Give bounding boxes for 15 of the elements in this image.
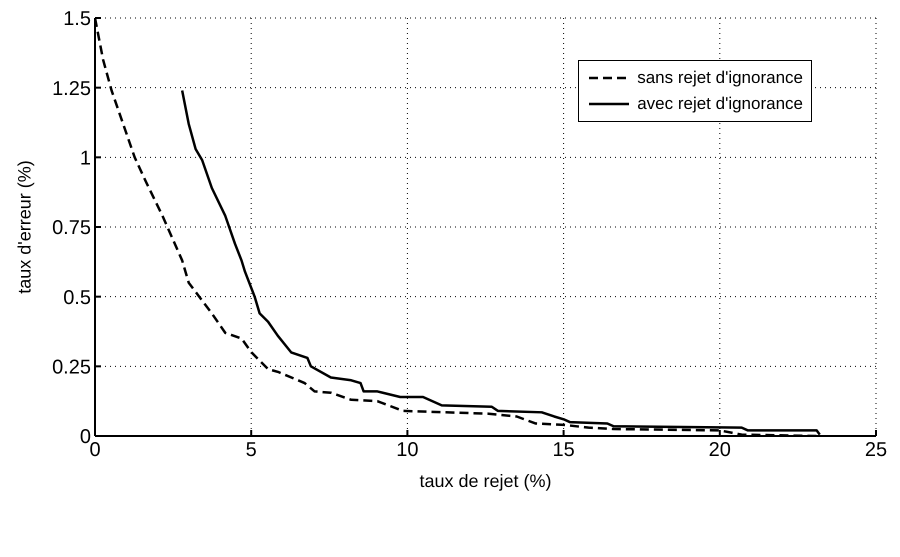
y-tick-label: 0.5 <box>63 286 91 309</box>
y-tick-label: 1 <box>80 147 91 170</box>
x-tick-label: 20 <box>708 439 731 462</box>
y-tick-label: 1.25 <box>52 78 91 100</box>
x-axis-title: taux de rejet (%) <box>419 471 552 491</box>
x-tick-label: 5 <box>246 439 257 462</box>
x-tick-label: 15 <box>552 439 575 462</box>
legend-label: sans rejet d'ignorance <box>637 68 803 88</box>
y-axis-title: taux d'erreur (%) <box>14 160 34 294</box>
y-tick-label: 1.5 <box>63 8 91 30</box>
y-tick-label: 0.25 <box>52 356 91 378</box>
x-tick-label: 25 <box>864 439 888 462</box>
x-tick-label: 10 <box>396 439 419 462</box>
legend-label: avec rejet d'ignorance <box>637 94 803 114</box>
y-tick-label: 0.75 <box>52 217 91 240</box>
